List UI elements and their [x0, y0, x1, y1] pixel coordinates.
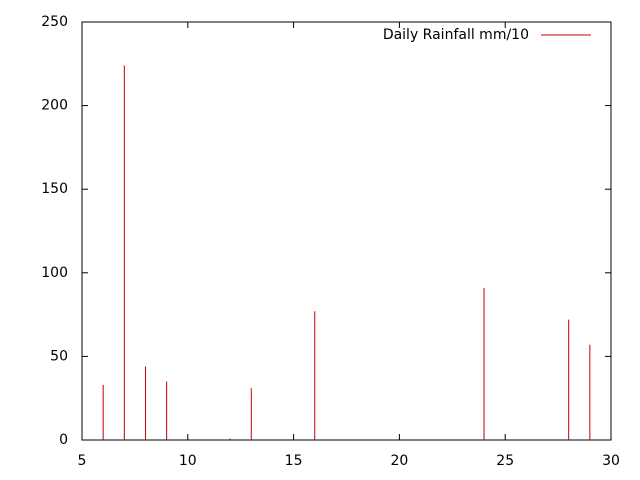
x-tick-label: 5 [78, 453, 87, 469]
y-tick-label: 250 [41, 14, 68, 30]
plot-frame [81, 21, 612, 441]
x-tick-label: 15 [285, 453, 303, 469]
legend-label: Daily Rainfall mm/10 [383, 27, 529, 43]
y-tick-label: 0 [59, 432, 68, 448]
y-tick-label: 50 [50, 348, 68, 364]
y-tick-label: 150 [41, 181, 68, 197]
x-tick-label: 20 [390, 453, 408, 469]
x-tick-label: 25 [496, 453, 514, 469]
y-tick-label: 100 [41, 265, 68, 281]
x-tick-label: 10 [179, 453, 197, 469]
x-tick-label: 30 [602, 453, 620, 469]
y-tick-label: 200 [41, 98, 68, 114]
